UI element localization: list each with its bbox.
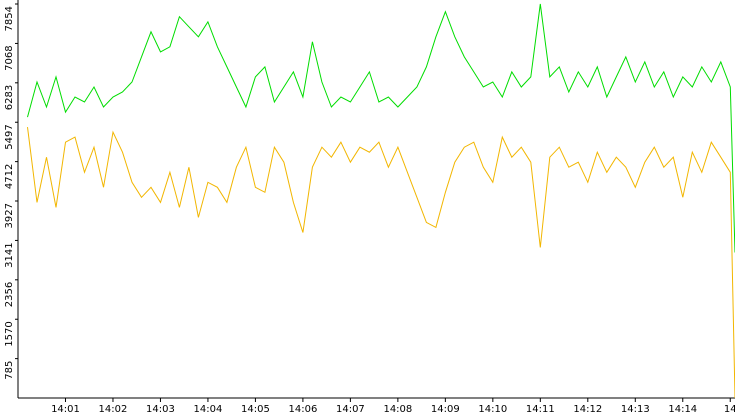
x-tick-label: 14 bbox=[724, 404, 735, 415]
y-tick-label: 7854 bbox=[4, 6, 15, 31]
y-tick-label: 3927 bbox=[4, 203, 15, 228]
x-tick-label: 14:07 bbox=[336, 404, 365, 415]
x-tick-label: 14:11 bbox=[526, 404, 555, 415]
x-tick-label: 14:08 bbox=[383, 404, 412, 415]
x-tick-label: 14:03 bbox=[146, 404, 175, 415]
x-tick-label: 14:12 bbox=[573, 404, 602, 415]
y-tick-label: 2356 bbox=[4, 282, 15, 307]
y-tick-label: 785 bbox=[4, 361, 15, 380]
x-tick-label: 14:13 bbox=[621, 404, 650, 415]
y-tick-label: 4712 bbox=[4, 164, 15, 189]
y-tick-label: 7068 bbox=[4, 45, 15, 70]
x-tick-label: 14:02 bbox=[99, 404, 128, 415]
y-tick-label: 3141 bbox=[4, 242, 15, 267]
y-tick-label: 6283 bbox=[4, 85, 15, 110]
x-tick-label: 14:10 bbox=[478, 404, 507, 415]
x-tick-label: 14:09 bbox=[431, 404, 460, 415]
x-tick-label: 14:05 bbox=[241, 404, 270, 415]
y-tick-label: 5497 bbox=[4, 124, 15, 149]
x-tick-label: 14:01 bbox=[51, 404, 80, 415]
x-tick-label: 14:04 bbox=[194, 404, 223, 415]
x-tick-label: 14:14 bbox=[668, 404, 697, 415]
y-tick-label: 1570 bbox=[4, 321, 15, 346]
x-tick-label: 14:06 bbox=[288, 404, 317, 415]
series-line bbox=[27, 127, 735, 399]
series-line bbox=[27, 3, 735, 253]
